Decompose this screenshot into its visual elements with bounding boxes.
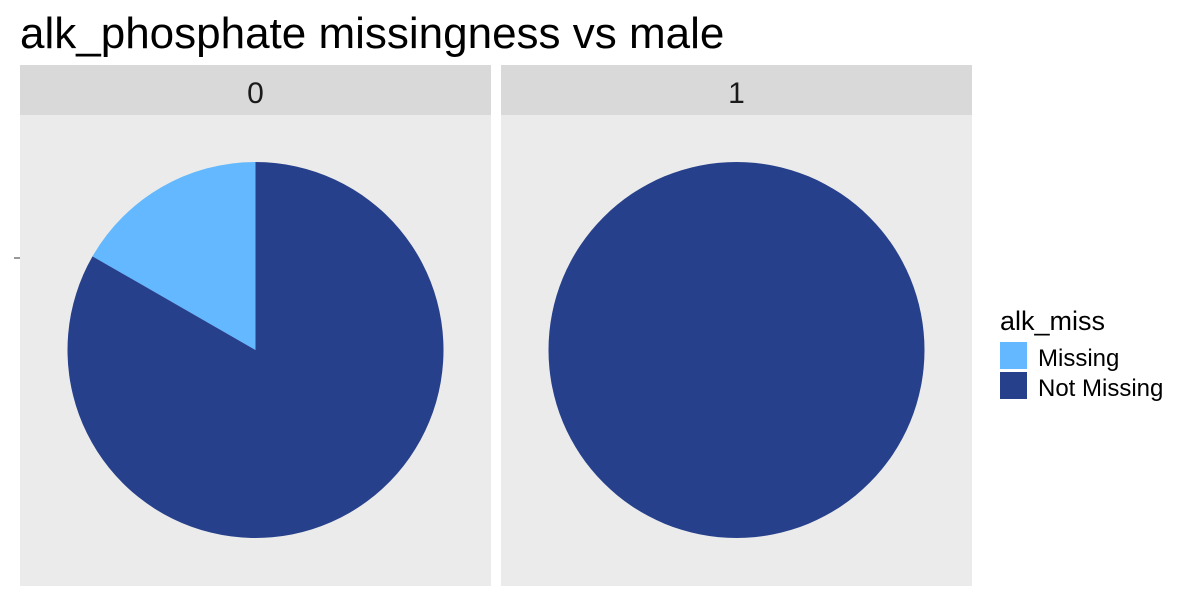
legend: alk_miss Missing Not Missing xyxy=(1000,306,1163,402)
legend-label: Missing xyxy=(1038,345,1119,372)
chart-title: alk_phosphate missingness vs male xyxy=(20,9,724,58)
facet-strip xyxy=(501,65,972,115)
pie-slice-missing xyxy=(92,162,256,350)
facet-panel-0: 0 xyxy=(20,65,491,586)
facet-panel-1: 1 xyxy=(501,65,972,586)
legend-item: Not Missing xyxy=(1000,372,1163,402)
legend-item: Missing xyxy=(1000,342,1119,372)
legend-swatch xyxy=(1000,342,1027,369)
pie-slice-not-missing xyxy=(548,162,925,538)
legend-label: Not Missing xyxy=(1038,375,1163,402)
legend-swatch xyxy=(1000,372,1027,399)
facet-strip xyxy=(20,65,491,115)
pie-slice-not-missing xyxy=(67,162,444,538)
facet-strip-label: 1 xyxy=(728,77,745,110)
legend-title: alk_miss xyxy=(1000,306,1105,336)
legend-entries: Missing Not Missing xyxy=(1000,342,1163,402)
facet-strip-label: 0 xyxy=(247,77,264,110)
